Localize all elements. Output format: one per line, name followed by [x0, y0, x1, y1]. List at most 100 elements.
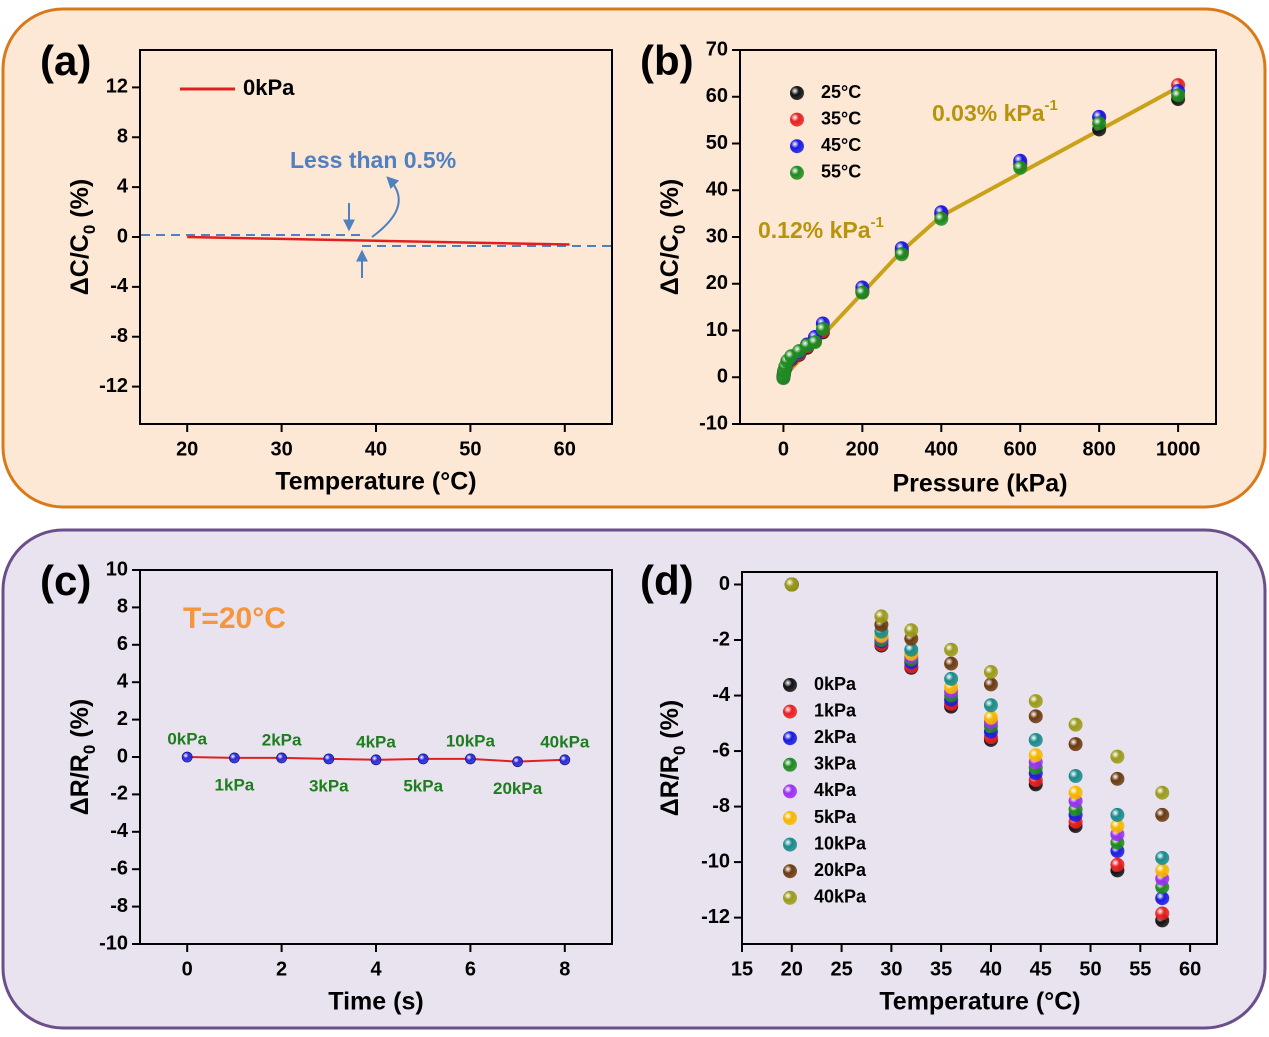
y-tick-label: -8 — [110, 895, 128, 917]
y-tick-label: 2 — [117, 708, 128, 730]
y-tick-label: 10 — [106, 558, 128, 580]
chart-panel: (a) 20 30 40 50 60 -12 -8 -4 0 4 8 12 Temperature (°C… — [40, 37, 613, 496]
x-tick-label: 0 — [182, 958, 193, 980]
legend-swatch — [783, 678, 797, 692]
legend-label: 1kPa — [814, 700, 857, 720]
y-tick-label: 8 — [117, 126, 128, 148]
data-point — [512, 756, 523, 768]
legend-label: 25°C — [821, 82, 861, 102]
x-axis-label: Pressure (kPa) — [892, 470, 1067, 498]
x-tick-label: 200 — [846, 438, 879, 460]
x-tick-label: 35 — [930, 958, 952, 980]
data-point — [1068, 785, 1083, 800]
data-point — [228, 752, 240, 764]
data-point — [1068, 737, 1083, 752]
legend-label: 3kPa — [814, 754, 857, 774]
x-tick-label: 30 — [880, 958, 902, 980]
x-tick-label: 600 — [1004, 438, 1037, 460]
data-point — [784, 577, 799, 592]
x-tick-label: 6 — [465, 958, 476, 980]
legend-swatch — [783, 784, 797, 799]
legend-swatch — [783, 731, 797, 746]
annotation: T=20°C — [183, 602, 286, 635]
data-point — [874, 609, 889, 624]
data-point — [1028, 694, 1043, 709]
data-point — [1155, 807, 1170, 822]
data-point — [983, 677, 998, 692]
y-axis-label-unit: (%) — [66, 179, 94, 218]
x-tick-label: 8 — [559, 958, 570, 980]
data-point — [1155, 850, 1170, 865]
point-label: 1kPa — [215, 775, 255, 794]
annotation-text: 0.03% kPa — [932, 100, 1045, 126]
x-tick-label: 0 — [778, 438, 789, 460]
x-axis-label: Temperature (°C) — [879, 988, 1080, 1016]
y-tick-label: -4 — [110, 275, 129, 297]
x-tick-label: 55 — [1129, 958, 1151, 980]
legend-label: 45°C — [821, 135, 861, 155]
data-point — [1068, 769, 1083, 784]
y-tick-label: 8 — [117, 596, 128, 618]
x-tick-label: 50 — [1079, 958, 1101, 980]
y-tick-label: -10 — [699, 412, 728, 434]
x-axis-label: Time (s) — [328, 988, 423, 1016]
y-tick-label: -12 — [701, 906, 730, 928]
y-tick-label: 4 — [117, 670, 129, 692]
legend-swatch — [790, 139, 804, 154]
data-point — [1110, 819, 1125, 834]
x-axis-label: Temperature (°C) — [275, 468, 476, 496]
annotation-sup: -1 — [1045, 97, 1058, 114]
y-tick-label: 10 — [706, 319, 728, 341]
y-tick-label: 0 — [719, 573, 730, 595]
point-label: 40kPa — [540, 732, 590, 751]
x-tick-label: 2 — [276, 958, 287, 980]
x-tick-label: 1000 — [1156, 438, 1201, 460]
panel-label: (b) — [640, 37, 694, 84]
y-tick-label: -12 — [99, 375, 128, 397]
point-label: 5kPa — [403, 776, 443, 795]
data-point — [944, 642, 959, 657]
x-tick-label: 60 — [554, 438, 576, 460]
data-point — [1155, 906, 1170, 921]
panel-label: (a) — [40, 37, 91, 84]
y-axis-label-sub: 0 — [80, 745, 99, 754]
point-label: 0kPa — [167, 729, 207, 748]
plot-frame — [741, 571, 1218, 945]
y-axis-label-unit: (%) — [656, 179, 684, 218]
data-point — [983, 664, 998, 679]
y-tick-label: 30 — [706, 225, 728, 247]
x-tick-label: 40 — [365, 438, 387, 460]
panel-top — [1, 7, 1267, 509]
point-label: 20kPa — [493, 779, 543, 798]
data-point — [904, 623, 919, 638]
y-axis-label-main: ΔC/C — [656, 234, 684, 295]
data-point — [1068, 717, 1083, 732]
y-tick-label: -10 — [701, 850, 730, 872]
data-point — [181, 751, 193, 763]
legend-swatch — [790, 86, 804, 100]
point-label: 10kPa — [446, 731, 496, 750]
annotation-text: Less than 0.5% — [290, 147, 456, 173]
y-axis-label-main: ΔR/R — [656, 755, 684, 816]
data-point — [1028, 732, 1043, 747]
data-point — [934, 211, 949, 226]
legend-swatch — [790, 165, 804, 180]
chart-panel: (b)0 200 400 600 800 1000-10010203040506070Pr… — [640, 37, 1217, 498]
y-axis-label: ΔR/R0 (%) — [656, 700, 689, 816]
legend-label: 4kPa — [814, 780, 857, 800]
annotation-guides — [141, 176, 611, 278]
y-axis-label: ΔC/C0 (%) — [66, 179, 99, 295]
y-tick-label: -8 — [110, 325, 128, 347]
data-point — [1110, 749, 1125, 764]
y-tick-label: 20 — [706, 272, 728, 294]
y-tick-label: 60 — [706, 85, 728, 107]
x-tick-label: 20 — [176, 438, 198, 460]
y-tick-label: -4 — [712, 684, 731, 706]
annotation: Less than 0.5% — [290, 147, 456, 173]
point-label: 4kPa — [356, 732, 396, 751]
y-tick-label: -10 — [99, 932, 128, 954]
y-axis-label: ΔR/R0 (%) — [66, 699, 99, 815]
data-point — [894, 247, 909, 262]
x-tick-label: 30 — [270, 438, 292, 460]
